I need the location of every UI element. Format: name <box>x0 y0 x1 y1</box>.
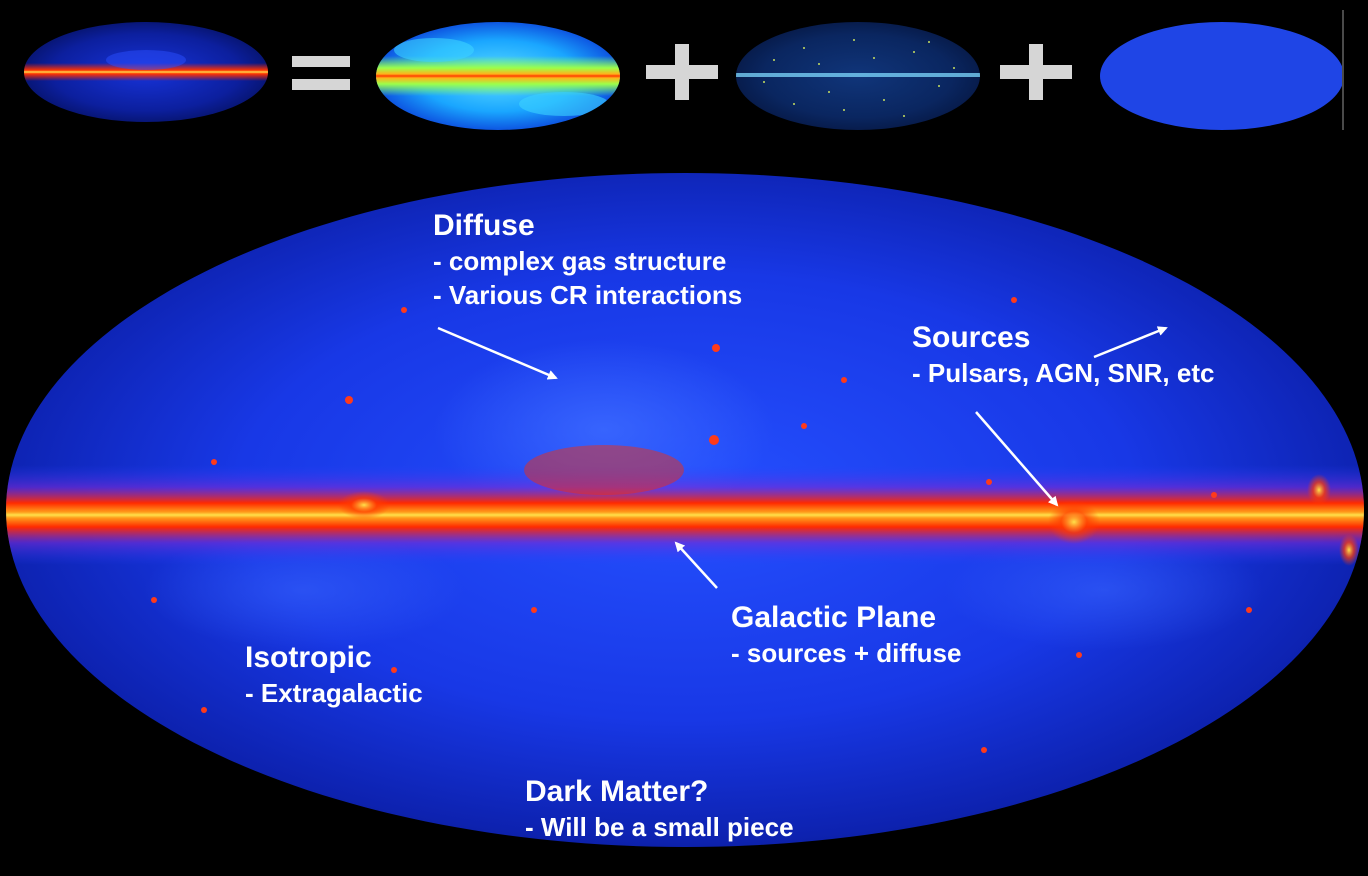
dark-matter-heading: Dark Matter? <box>525 775 709 808</box>
isotropic-thumbnail <box>1100 22 1344 130</box>
galactic-plane-arrow <box>674 541 718 589</box>
isotropic-detail-1: - Extragalactic <box>245 678 423 708</box>
all-sky-gamma-ray-map <box>6 173 1364 847</box>
sources-detail-1: - Pulsars, AGN, SNR, etc <box>912 358 1215 388</box>
total-sky-thumbnail <box>24 22 268 122</box>
sources-thumbnail <box>736 22 980 130</box>
plus-sign <box>1000 44 1072 100</box>
diffuse-detail-1: - complex gas structure <box>433 246 727 276</box>
dark-matter-detail-1: - Will be a small piece <box>525 812 794 842</box>
galactic-plane-detail-1: - sources + diffuse <box>731 638 962 668</box>
diffuse-heading: Diffuse <box>433 209 535 242</box>
diffuse-arrow <box>437 326 558 380</box>
isotropic-annotation: Isotropic - Extragalactic <box>245 640 423 710</box>
sources-annotation: Sources - Pulsars, AGN, SNR, etc <box>912 320 1214 390</box>
galactic-plane-heading: Galactic Plane <box>731 601 937 634</box>
dark-matter-annotation: Dark Matter? - Will be a small piece <box>525 774 794 844</box>
diffuse-thumbnail <box>376 22 620 130</box>
diffuse-annotation: Diffuse - complex gas structure - Variou… <box>433 208 742 312</box>
divider-line <box>1342 10 1344 130</box>
sources-heading: Sources <box>912 321 1031 354</box>
diffuse-detail-2: - Various CR interactions <box>433 280 743 310</box>
galactic-plane-annotation: Galactic Plane - sources + diffuse <box>731 600 961 670</box>
plus-sign <box>646 44 718 100</box>
sources-arrow-up <box>1093 326 1168 359</box>
sources-arrow-down <box>975 411 1059 507</box>
equals-sign <box>292 56 350 90</box>
isotropic-heading: Isotropic <box>245 641 372 674</box>
